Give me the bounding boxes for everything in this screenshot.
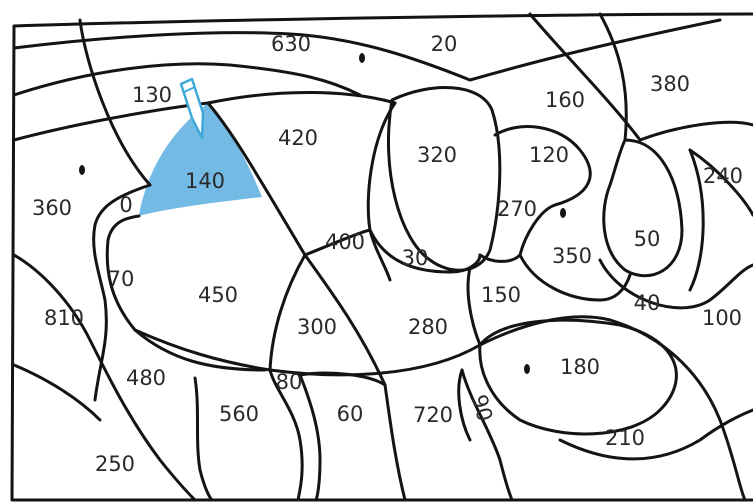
region-label[interactable]: 70 <box>108 267 135 291</box>
region-label[interactable]: 480 <box>126 366 166 390</box>
region-label[interactable]: 40 <box>634 291 661 315</box>
region-boundaries <box>12 12 753 502</box>
region-label[interactable]: 0 <box>119 193 132 217</box>
region-label[interactable]: 450 <box>198 283 238 307</box>
region-label[interactable]: 360 <box>32 196 72 220</box>
region-label[interactable]: 380 <box>650 72 690 96</box>
pencil-icon <box>179 77 205 140</box>
region-label[interactable]: 400 <box>325 230 365 254</box>
region-label[interactable]: 140 <box>185 169 225 193</box>
region-label[interactable]: 720 <box>413 403 453 427</box>
region-label[interactable]: 60 <box>337 402 364 426</box>
region-label[interactable]: 210 <box>605 426 645 450</box>
dot-icon <box>359 53 365 63</box>
region-label[interactable]: 100 <box>702 306 742 330</box>
region-label[interactable]: 240 <box>703 164 743 188</box>
dots <box>79 53 566 374</box>
region-label[interactable]: 630 <box>271 32 311 56</box>
region-label[interactable]: 560 <box>219 402 259 426</box>
region-label[interactable]: 280 <box>408 315 448 339</box>
region-label[interactable]: 150 <box>481 283 521 307</box>
dot-icon <box>560 208 566 218</box>
region-label[interactable]: 30 <box>402 246 429 270</box>
region-label[interactable]: 420 <box>278 126 318 150</box>
region-labels: 630 20 380 130 160 420 320 120 240 140 3… <box>32 32 743 476</box>
dot-icon <box>524 364 530 374</box>
frame <box>10 12 753 502</box>
shaded-region-140[interactable] <box>139 103 262 216</box>
region-label[interactable]: 50 <box>634 227 661 251</box>
region-label[interactable]: 90 <box>467 392 497 424</box>
region-label[interactable]: 810 <box>44 306 84 330</box>
region-label[interactable]: 130 <box>132 83 172 107</box>
region-label[interactable]: 160 <box>545 88 585 112</box>
region-label[interactable]: 350 <box>552 244 592 268</box>
region-label[interactable]: 250 <box>95 452 135 476</box>
region-label[interactable]: 300 <box>297 315 337 339</box>
region-label[interactable]: 320 <box>417 143 457 167</box>
region-label[interactable]: 20 <box>431 32 458 56</box>
region-label[interactable]: 180 <box>560 355 600 379</box>
region-label[interactable]: 120 <box>529 143 569 167</box>
region-label[interactable]: 80 <box>276 370 303 394</box>
dot-icon <box>79 165 85 175</box>
region-label[interactable]: 270 <box>497 197 537 221</box>
